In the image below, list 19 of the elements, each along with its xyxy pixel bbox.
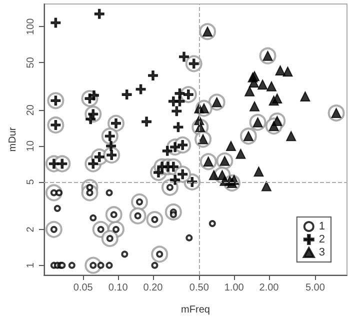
- x-axis-title: mFreq: [181, 304, 210, 316]
- y-tick-label: 5: [26, 178, 36, 185]
- legend-label: 2: [318, 234, 326, 246]
- y-tick-label: 50: [26, 56, 36, 68]
- y-tick-label: 100: [26, 18, 36, 36]
- y-axis-title: mDur: [8, 126, 18, 152]
- legend-label: 1: [318, 220, 326, 232]
- y-tick-label: 1: [26, 262, 36, 268]
- x-tick-label: 1.00: [224, 282, 244, 294]
- x-tick-label: 0.20: [143, 282, 164, 294]
- legend-label: 3: [318, 246, 326, 258]
- x-tick-label: 5.00: [305, 282, 326, 294]
- y-tick-label: 20: [26, 104, 36, 116]
- x-tick-label: 0.50: [189, 282, 210, 294]
- x-tick-label: 0.10: [108, 282, 128, 294]
- y-tick-label: 2: [26, 226, 36, 232]
- x-tick-label: 2.00: [259, 282, 280, 294]
- x-tick-label: 0.05: [73, 282, 94, 294]
- y-tick-label: 10: [26, 140, 36, 152]
